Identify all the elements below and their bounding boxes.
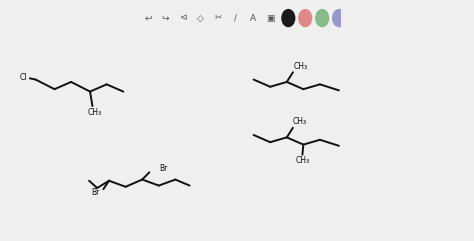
Text: CH₃: CH₃ (294, 62, 308, 71)
Text: CH₃: CH₃ (293, 117, 307, 126)
Text: Br: Br (91, 188, 100, 197)
Text: /: / (234, 13, 237, 23)
Text: ▣: ▣ (266, 13, 275, 23)
Text: CH₃: CH₃ (295, 156, 310, 165)
Text: ↪: ↪ (162, 13, 169, 23)
Circle shape (299, 10, 311, 27)
Text: CH₃: CH₃ (88, 107, 102, 117)
Circle shape (333, 10, 346, 27)
Text: Cl: Cl (20, 73, 27, 82)
Text: A: A (250, 13, 256, 23)
Text: ◇: ◇ (197, 13, 204, 23)
Text: Br: Br (159, 164, 167, 173)
Text: ⊲: ⊲ (180, 13, 187, 23)
Text: ✂: ✂ (215, 13, 222, 23)
Circle shape (316, 10, 328, 27)
Circle shape (282, 10, 295, 27)
Text: ↩: ↩ (145, 13, 152, 23)
